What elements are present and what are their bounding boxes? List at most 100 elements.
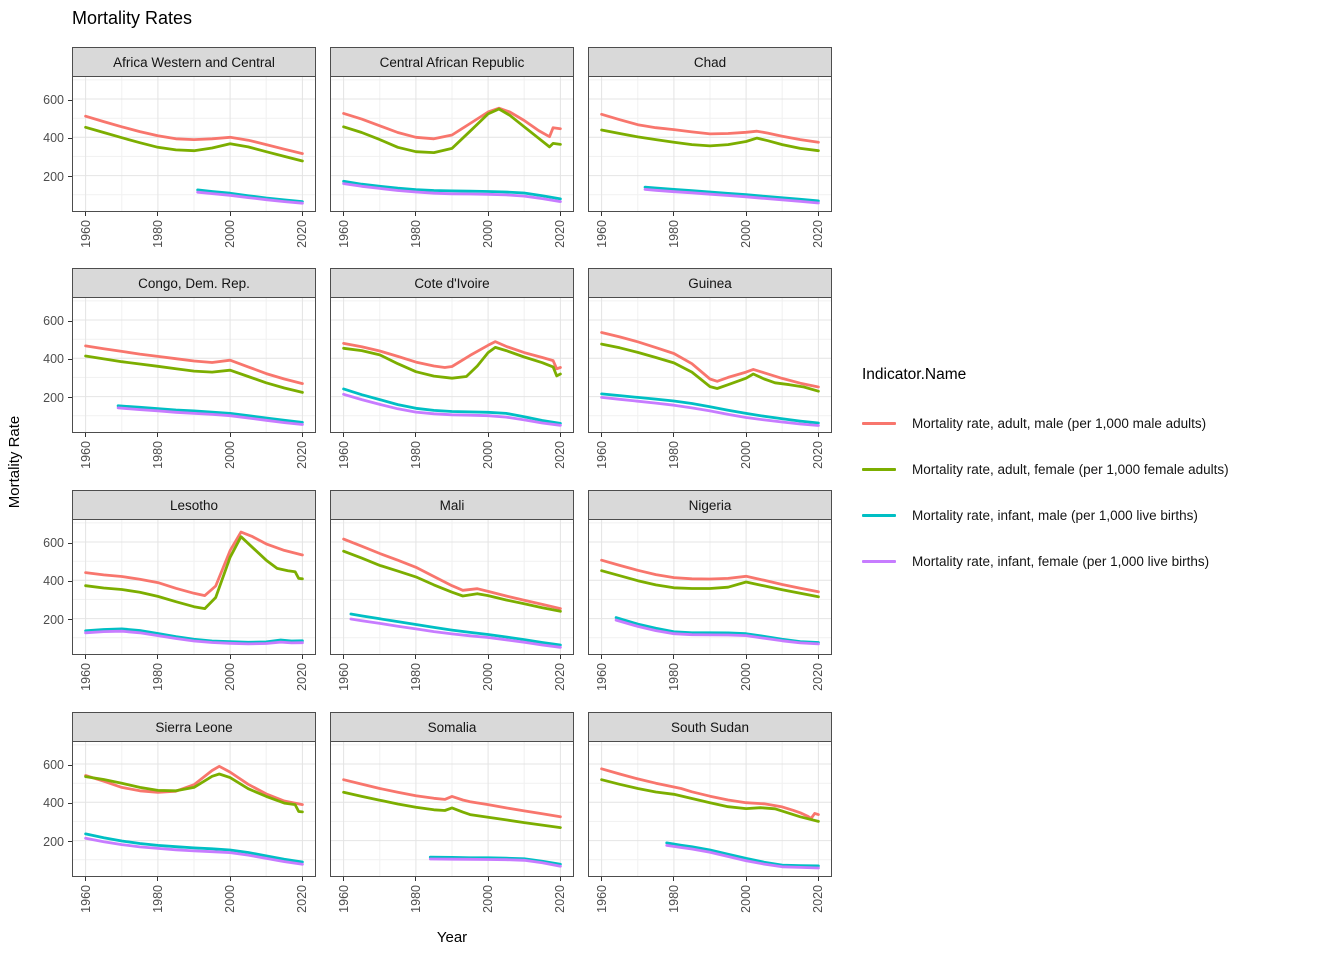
x-tick-label: 2000 [739, 663, 754, 691]
line-adult-male [342, 106, 562, 141]
x-tick-mark [559, 212, 561, 216]
line-infant-female [196, 190, 304, 205]
x-tick-mark [85, 212, 87, 216]
line-infant-male [342, 179, 562, 201]
line-adult-male [342, 340, 562, 371]
x-tick-label: 1960 [78, 220, 93, 248]
line-adult-male [84, 114, 304, 155]
y-tick-label: 400 [43, 352, 64, 367]
facet-panel [588, 76, 832, 212]
legend-item: Mortality rate, adult, female (per 1,000… [862, 458, 1229, 480]
line-adult-male [342, 778, 562, 819]
facet-panel [72, 519, 316, 655]
facet-sierra-leone: Sierra Leone 1960 1980 2000 2020 600 400 200 [43, 712, 316, 913]
x-tick-label: 1980 [150, 220, 165, 248]
x-tick-mark [343, 877, 345, 881]
facet-guinea: Guinea 1960 1980 2000 2020 [588, 268, 832, 469]
x-tick-label: 1980 [408, 885, 423, 913]
x-tick-label: 1960 [594, 220, 609, 248]
legend-title: Indicator.Name [862, 366, 967, 383]
x-tick-mark [157, 433, 159, 437]
facet-title: Lesotho [72, 490, 316, 520]
line-infant-male [84, 627, 304, 644]
line-adult-male [600, 558, 820, 594]
x-tick-label: 2020 [295, 885, 310, 913]
y-tick-label: 600 [43, 314, 64, 328]
x-tick-mark [487, 433, 489, 437]
facet-lesotho: Lesotho 1960 1980 2000 2020 600 400 200 [43, 490, 316, 691]
x-tick-mark [745, 655, 747, 659]
facet-title: Central African Republic [330, 47, 574, 77]
x-tick-label: 1980 [408, 441, 423, 469]
x-tick-label: 2000 [481, 663, 496, 691]
facet-title: Africa Western and Central [72, 47, 316, 77]
line-infant-male [614, 616, 820, 644]
x-tick-label: 1960 [594, 441, 609, 469]
x-tick-mark [85, 433, 87, 437]
y-tick-mark [68, 580, 72, 582]
x-tick-label: 2000 [739, 441, 754, 469]
x-tick-mark [343, 655, 345, 659]
line-adult-female [600, 342, 820, 393]
line-infant-male [665, 841, 820, 868]
legend-key-line [862, 513, 896, 517]
line-adult-female [600, 128, 820, 153]
x-tick-mark [559, 877, 561, 881]
facet-title: Mali [330, 490, 574, 520]
facet-plot [73, 77, 315, 211]
facet-somalia: Somalia 1960 1980 2000 2020 [330, 712, 574, 913]
x-tick-mark [817, 212, 819, 216]
x-tick-mark [301, 212, 303, 216]
x-tick-mark [559, 655, 561, 659]
legend-item: Mortality rate, adult, male (per 1,000 m… [862, 412, 1229, 434]
line-adult-female [84, 354, 304, 394]
x-tick-mark [229, 212, 231, 216]
x-tick-label: 1980 [408, 663, 423, 691]
x-tick-label: 2020 [553, 663, 568, 691]
y-tick-mark [68, 176, 72, 178]
y-tick-label: 600 [43, 758, 64, 772]
facet-africa-western-and-central: Africa Western and Central 1960 1980 2000 20… [43, 47, 316, 248]
facet-plot [589, 77, 831, 211]
x-tick-mark [817, 655, 819, 659]
facet-plot [331, 298, 573, 432]
x-tick-label: 1980 [408, 220, 423, 248]
line-adult-female [342, 549, 562, 613]
x-tick-mark [601, 655, 603, 659]
x-tick-label: 1960 [78, 663, 93, 691]
x-tick-mark [601, 212, 603, 216]
line-adult-male [84, 344, 304, 385]
line-infant-female [84, 629, 304, 646]
x-tick-label: 2000 [223, 441, 238, 469]
x-tick-label: 1960 [336, 885, 351, 913]
line-adult-female [84, 125, 304, 163]
x-tick-mark [601, 877, 603, 881]
legend: Indicator.Name Mortality rate, adult, ma… [862, 366, 1229, 596]
x-tick-label: 2020 [553, 220, 568, 248]
x-tick-mark [487, 877, 489, 881]
line-infant-female [116, 406, 304, 426]
legend-key-line [862, 559, 896, 563]
x-tick-mark [673, 212, 675, 216]
x-tick-mark [157, 877, 159, 881]
line-infant-male [643, 185, 820, 203]
y-tick-label: 400 [43, 796, 64, 811]
facet-panel [588, 519, 832, 655]
facet-plot [73, 742, 315, 876]
line-infant-male [428, 855, 562, 866]
x-tick-label: 2000 [223, 220, 238, 248]
y-tick-label: 400 [43, 574, 64, 589]
x-tick-label: 2000 [481, 885, 496, 913]
line-adult-female [600, 778, 820, 823]
facet-title: Cote d'Ivoire [330, 268, 574, 298]
x-tick-mark [487, 655, 489, 659]
x-tick-mark [301, 433, 303, 437]
line-infant-female [665, 844, 820, 870]
x-tick-label: 2020 [295, 220, 310, 248]
line-adult-female [84, 772, 304, 814]
x-tick-mark [229, 655, 231, 659]
x-tick-mark [85, 655, 87, 659]
x-tick-label: 2020 [553, 441, 568, 469]
line-infant-female [643, 188, 820, 205]
